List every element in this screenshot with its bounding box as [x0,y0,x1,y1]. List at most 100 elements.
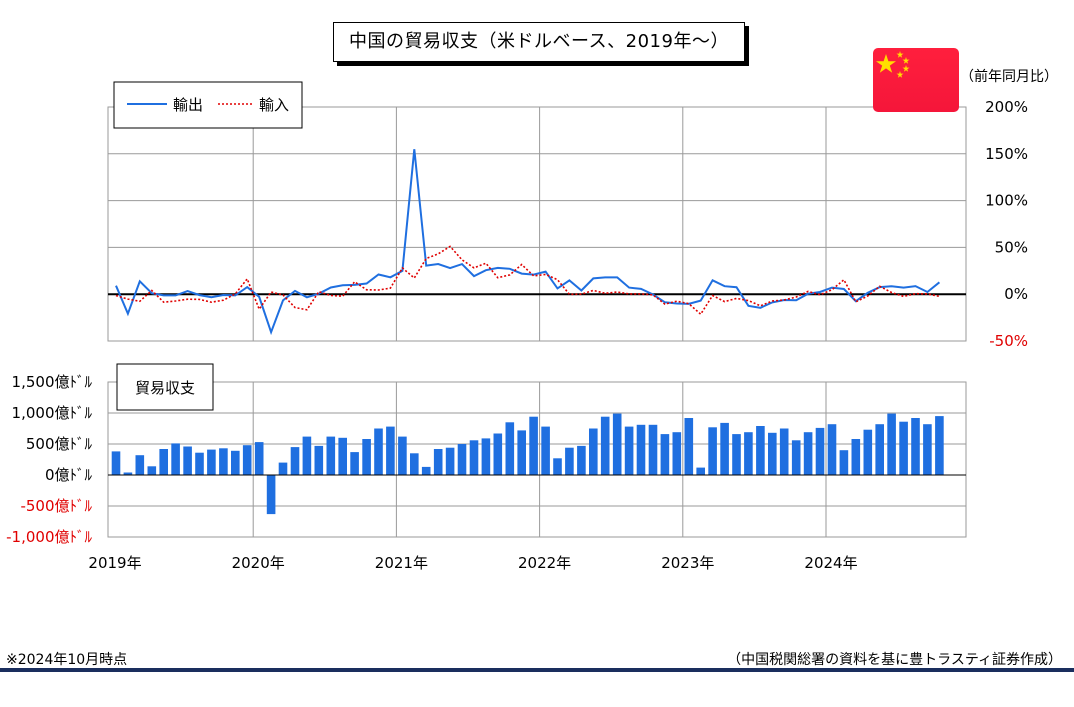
balance-bar [398,436,407,475]
chart-title: 中国の貿易収支（米ドルベース、2019年～） [333,22,745,62]
balance-bar [577,445,586,475]
balance-bar [708,427,717,475]
balance-bar [111,451,121,475]
yoy-unit-label: （前年同月比） [960,69,1058,85]
balance-bar [636,424,646,475]
balance-bar [314,445,324,475]
china-flag-icon [873,48,959,112]
balance-bar [768,432,777,475]
balance-bar [779,428,789,475]
bottom-divider [0,668,1074,672]
balance-bar [410,453,419,475]
balance-bar [612,413,622,475]
balance-bar [374,428,383,475]
balance-bar [517,430,526,475]
balance-bar [266,475,276,515]
yoy-tick-label: 0% [1004,285,1028,303]
source-credit: （中国税関総署の資料を基に豊トラスティ証券作成） [727,652,1062,668]
balance-bar [756,426,765,475]
trade-balance-bar-panel: 1,500億ﾄﾞﾙ 1,000億ﾄﾞﾙ 500億ﾄﾞﾙ 0億ﾄﾞﾙ -500億ﾄﾞﾙ -1… [6,363,967,546]
balance-bar [720,422,729,475]
yoy-tick-label: 50% [995,238,1028,256]
balance-bar [684,418,694,475]
balance-bar [529,416,538,475]
balance-bar [493,433,503,475]
x-tick-label: 2019年 [88,554,141,572]
balance-bar [254,442,264,475]
balance-bar [744,432,753,475]
footnote-date: ※2024年10月時点 [6,652,128,668]
balance-bar [302,436,312,475]
x-tick-label: 2020年 [232,554,285,572]
balance-bar [541,426,550,475]
balance-bar [565,447,574,475]
balance-bar [839,450,849,475]
balance-bar [207,449,216,475]
legend-export-label: 輸出 [173,96,203,114]
balance-tick-label: -1,000億ﾄﾞﾙ [6,528,92,546]
balance-bar [183,446,192,475]
balance-bar [827,424,837,475]
balance-bar [553,458,562,475]
balance-bar [660,434,670,475]
balance-bar [421,466,431,475]
balance-bar [147,466,157,475]
balance-tick-label: 1,500億ﾄﾞﾙ [12,373,93,391]
import-yoy-line [115,245,940,316]
balance-bar [350,452,359,475]
balance-bar [791,440,801,475]
legend-import-label: 輸入 [259,96,289,114]
balance-bar [732,434,741,475]
balance-bar [469,440,479,475]
balance-bar [135,455,145,475]
balance-bar [851,439,861,475]
balance-bar [923,424,932,475]
balance-bar [911,418,920,475]
balance-bar [290,447,300,475]
balance-bar [159,449,168,475]
balance-tick-label: 500億ﾄﾞﾙ [26,435,93,453]
yoy-tick-label: 100% [985,192,1028,210]
x-tick-label: 2021年 [375,554,428,572]
balance-bar [899,421,908,475]
balance-bar [242,445,252,475]
yoy-tick-label: -50% [989,332,1028,350]
balance-bar [696,467,705,475]
x-tick-label: 2023年 [661,554,714,572]
balance-bar [875,424,884,475]
balance-bar [457,444,467,475]
balance-bar [445,447,455,475]
balance-bar [123,472,133,475]
balance-bar [338,437,347,475]
x-axis: 2019年 2020年 2021年 2022年 2023年 2024年 [88,554,857,572]
balance-bar [481,438,491,475]
yoy-tick-label: 200% [985,98,1028,116]
balance-tick-label: -500億ﾄﾞﾙ [20,497,92,515]
balance-bar [278,462,288,475]
balance-tick-label: 0億ﾄﾞﾙ [45,466,93,484]
x-tick-label: 2024年 [804,554,857,572]
balance-bar [648,424,658,475]
balance-bar [433,449,443,475]
balance-bar [171,443,180,475]
line-plot-area [107,106,967,342]
bar-legend-label: 貿易収支 [135,379,195,397]
balance-bar [326,436,336,475]
balance-bar [195,452,204,475]
bar-legend [116,363,214,411]
balance-bar [815,427,825,475]
balance-tick-label: 1,000億ﾄﾞﾙ [12,404,93,422]
yoy-tick-label: 150% [985,145,1028,163]
balance-bar [600,416,610,475]
balance-bar [935,416,944,475]
balance-bar [362,439,371,475]
yoy-line-panel: 200% 150% 100% 50% 0% -50% 輸出 輸入 [107,81,1028,350]
balance-bar [231,450,240,475]
balance-bar [863,429,873,475]
balance-bar [589,428,598,475]
balance-bar [887,413,896,475]
balance-bar [505,422,515,475]
balance-bar [386,426,395,475]
balance-bar [672,432,682,475]
